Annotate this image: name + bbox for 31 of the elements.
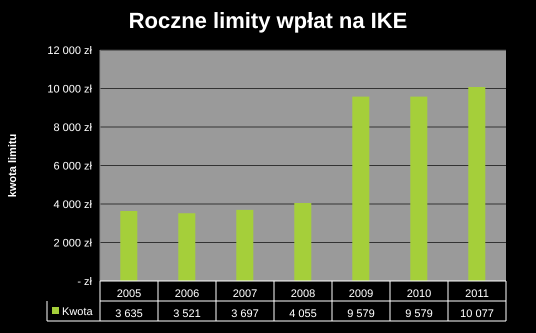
bar <box>236 210 254 281</box>
bar <box>120 211 138 281</box>
y-tick-label: 8 000 zł <box>53 122 93 134</box>
data-label: 3 697 <box>231 308 259 320</box>
x-tick-label: 2010 <box>406 288 432 300</box>
y-tick-label: 10 000 zł <box>47 83 93 96</box>
y-tick-label: 4 000 zł <box>53 198 93 211</box>
data-label: 9 579 <box>405 308 433 320</box>
chart-title: Roczne limity wpłat na IKE <box>128 8 408 34</box>
x-tick-label: 2008 <box>290 288 316 300</box>
x-tick-label: 2006 <box>174 288 200 300</box>
x-tick-label: 2005 <box>116 288 142 300</box>
y-tick-label: 12 000 zł <box>47 44 93 57</box>
data-label: 10 077 <box>460 308 494 320</box>
legend-label: Kwota <box>62 306 94 318</box>
y-axis-title: kwota limitu <box>6 134 19 198</box>
y-tick-label: 6 000 zł <box>53 160 93 172</box>
bar <box>178 213 196 281</box>
x-tick-label: 2011 <box>465 288 489 300</box>
bar <box>410 96 428 281</box>
data-label: 3 635 <box>115 308 143 320</box>
data-label: 4 055 <box>289 308 317 320</box>
bar <box>294 202 312 281</box>
bar <box>352 96 370 281</box>
bar <box>468 87 486 281</box>
y-tick-label: 2 000 zł <box>53 237 93 250</box>
data-label: 9 579 <box>347 308 375 320</box>
data-label: 3 521 <box>173 308 201 320</box>
y-tick-label: - zł <box>77 276 93 288</box>
x-tick-label: 2007 <box>232 288 258 300</box>
x-tick-label: 2009 <box>348 288 374 300</box>
